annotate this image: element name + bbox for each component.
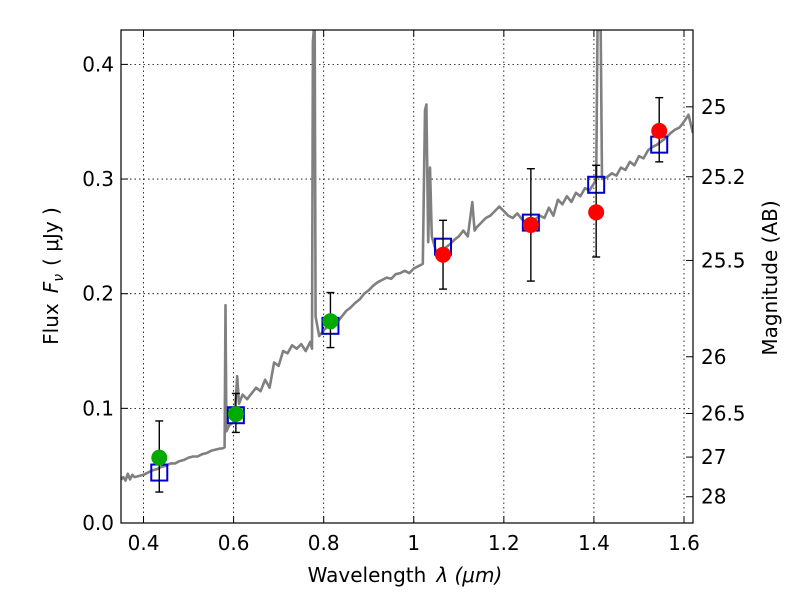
x-tick-label: 0.6 <box>218 531 250 555</box>
detection-point <box>651 122 668 139</box>
y2-tick-label: 25 <box>701 95 726 119</box>
detection-point <box>322 313 339 330</box>
x-tick-label: 0.4 <box>128 531 160 555</box>
detection-point <box>151 449 168 466</box>
detection-point <box>227 406 244 423</box>
detection-point <box>522 216 539 233</box>
detection-point <box>588 204 605 221</box>
x-tick-label: 0.8 <box>308 531 340 555</box>
spectrum-line <box>121 30 693 482</box>
y-tick-label: 0.1 <box>82 396 114 420</box>
detection-point <box>435 246 452 263</box>
x-tick-label: 1.6 <box>668 531 700 555</box>
grid <box>121 30 693 523</box>
y2-axis-label: Magnitude (AB) <box>758 200 782 355</box>
spectrum-layer <box>121 30 693 482</box>
tick-layer: 0.4 0.6 0.8 1 1.2 1.4 1.6 0.0 0.1 0.2 0.3 0.4 25 25.2… <box>82 30 746 555</box>
marker-layer <box>150 96 669 493</box>
y2-tick-label: 28 <box>701 485 726 509</box>
x-axis-label: Wavelength λ (μm) <box>308 563 503 587</box>
x-tick-label: 1.2 <box>488 531 520 555</box>
y-tick-label: 0.2 <box>82 282 114 306</box>
y-tick-label: 0.3 <box>82 167 114 191</box>
y2-tick-label: 26.5 <box>701 402 746 426</box>
y2-tick-label: 26 <box>701 345 726 369</box>
y2-tick-label: 27 <box>701 445 726 469</box>
y2-tick-label: 25.5 <box>701 248 746 272</box>
x-tick-label: 1.4 <box>578 531 610 555</box>
x-tick-label: 1 <box>407 531 420 555</box>
y2-tick-label: 25.2 <box>701 165 746 189</box>
y-tick-label: 0.0 <box>82 511 114 535</box>
plot-frame <box>120 29 694 524</box>
y-tick-label: 0.4 <box>82 52 114 76</box>
y-axis-label: FluxFν( μJy ) <box>39 207 67 345</box>
